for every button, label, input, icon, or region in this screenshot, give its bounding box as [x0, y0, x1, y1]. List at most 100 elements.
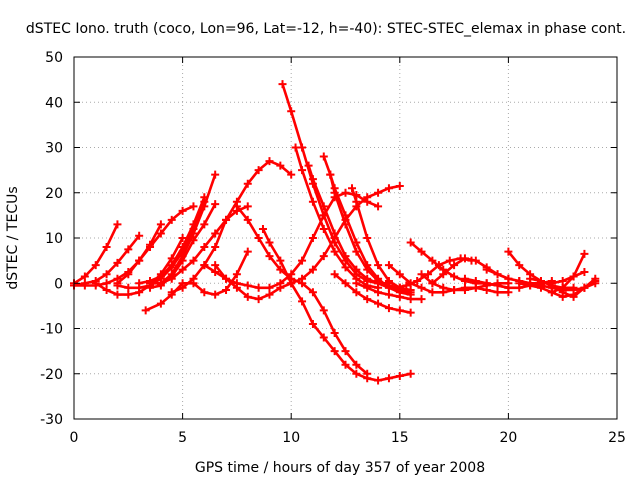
series-point	[200, 288, 209, 297]
series-37	[515, 276, 600, 295]
series-point	[417, 247, 426, 256]
series-point	[515, 261, 524, 270]
series-point	[536, 281, 545, 290]
series-point	[493, 288, 502, 297]
series-point	[308, 175, 317, 184]
series-point	[384, 304, 393, 313]
series-point	[341, 252, 350, 261]
series-point	[232, 202, 241, 211]
series-point	[243, 215, 252, 224]
y-tick-label: 0	[54, 276, 63, 292]
series-point	[402, 281, 411, 290]
series-point	[526, 279, 535, 288]
series-point	[102, 270, 111, 279]
x-tick-label: 0	[70, 430, 79, 446]
series-point	[156, 220, 165, 229]
series-point	[352, 197, 361, 206]
series-point	[141, 306, 150, 315]
y-axis-label: dSTEC / TECUs	[5, 186, 21, 289]
tick-layer: 0 5 10 15 20 25 -30 -20 -10 0 10 20 30 40 50	[40, 50, 626, 446]
y-tick-label: 30	[45, 141, 63, 157]
series-point	[308, 265, 317, 274]
y-tick-label: -30	[40, 412, 63, 428]
series-point	[428, 256, 437, 265]
series-point	[308, 319, 317, 328]
series-line	[409, 241, 510, 290]
series-point	[178, 265, 187, 274]
series-point	[287, 107, 296, 116]
series-point	[146, 279, 155, 288]
series-point	[222, 286, 231, 295]
series-point	[167, 215, 176, 224]
series-point	[156, 279, 165, 288]
series-point	[135, 231, 144, 240]
series-point	[395, 292, 404, 301]
y-tick-label: 10	[45, 231, 63, 247]
series-point	[363, 261, 372, 270]
series-9	[113, 202, 198, 288]
series-point	[298, 297, 307, 306]
series-point	[211, 290, 220, 299]
series-point	[363, 374, 372, 383]
series-point	[471, 276, 480, 285]
series-point	[178, 243, 187, 252]
series-point	[406, 286, 415, 295]
series-point	[493, 281, 502, 290]
series-point	[558, 276, 567, 285]
series-point	[276, 256, 285, 265]
x-tick-label: 5	[178, 430, 187, 446]
series-point	[189, 274, 198, 283]
series-point	[428, 279, 437, 288]
series-point	[374, 274, 383, 283]
series-point	[460, 274, 469, 283]
series-point	[471, 283, 480, 292]
series-point	[308, 197, 317, 206]
series-point	[135, 279, 144, 288]
series-point	[580, 249, 589, 258]
x-tick-label: 10	[282, 430, 300, 446]
series-1	[70, 220, 122, 288]
series-line	[170, 159, 293, 294]
x-tick-label: 25	[608, 430, 626, 446]
series-point	[211, 170, 220, 179]
series-point	[298, 256, 307, 265]
series-point	[395, 181, 404, 190]
series-point	[298, 166, 307, 175]
series-point	[102, 279, 111, 288]
series-point	[406, 369, 415, 378]
series-point	[406, 295, 415, 304]
series-point	[330, 184, 339, 193]
series-point	[265, 290, 274, 299]
series-point	[178, 206, 187, 215]
series-point	[352, 360, 361, 369]
series-point	[124, 290, 133, 299]
series-point	[243, 281, 252, 290]
series-12	[167, 157, 296, 297]
series-point	[287, 279, 296, 288]
series-point	[200, 243, 209, 252]
series-point	[547, 283, 556, 292]
series-point	[222, 274, 231, 283]
series-point	[178, 283, 187, 292]
series-point	[395, 306, 404, 315]
series-point	[80, 281, 89, 290]
series-point	[330, 329, 339, 338]
series-point	[308, 288, 317, 297]
series-15	[211, 181, 404, 304]
series-point	[374, 261, 383, 270]
series-point	[471, 256, 480, 265]
series-point	[450, 261, 459, 270]
series-point	[374, 376, 383, 385]
series-point	[406, 308, 415, 317]
series-point	[569, 272, 578, 281]
series-27	[391, 254, 476, 292]
series-point	[352, 238, 361, 247]
series-point	[258, 224, 267, 233]
series-point	[189, 202, 198, 211]
series-11	[146, 202, 252, 288]
series-point	[460, 254, 469, 263]
series-point	[428, 288, 437, 297]
series-point	[391, 283, 400, 292]
series-point	[113, 258, 122, 267]
